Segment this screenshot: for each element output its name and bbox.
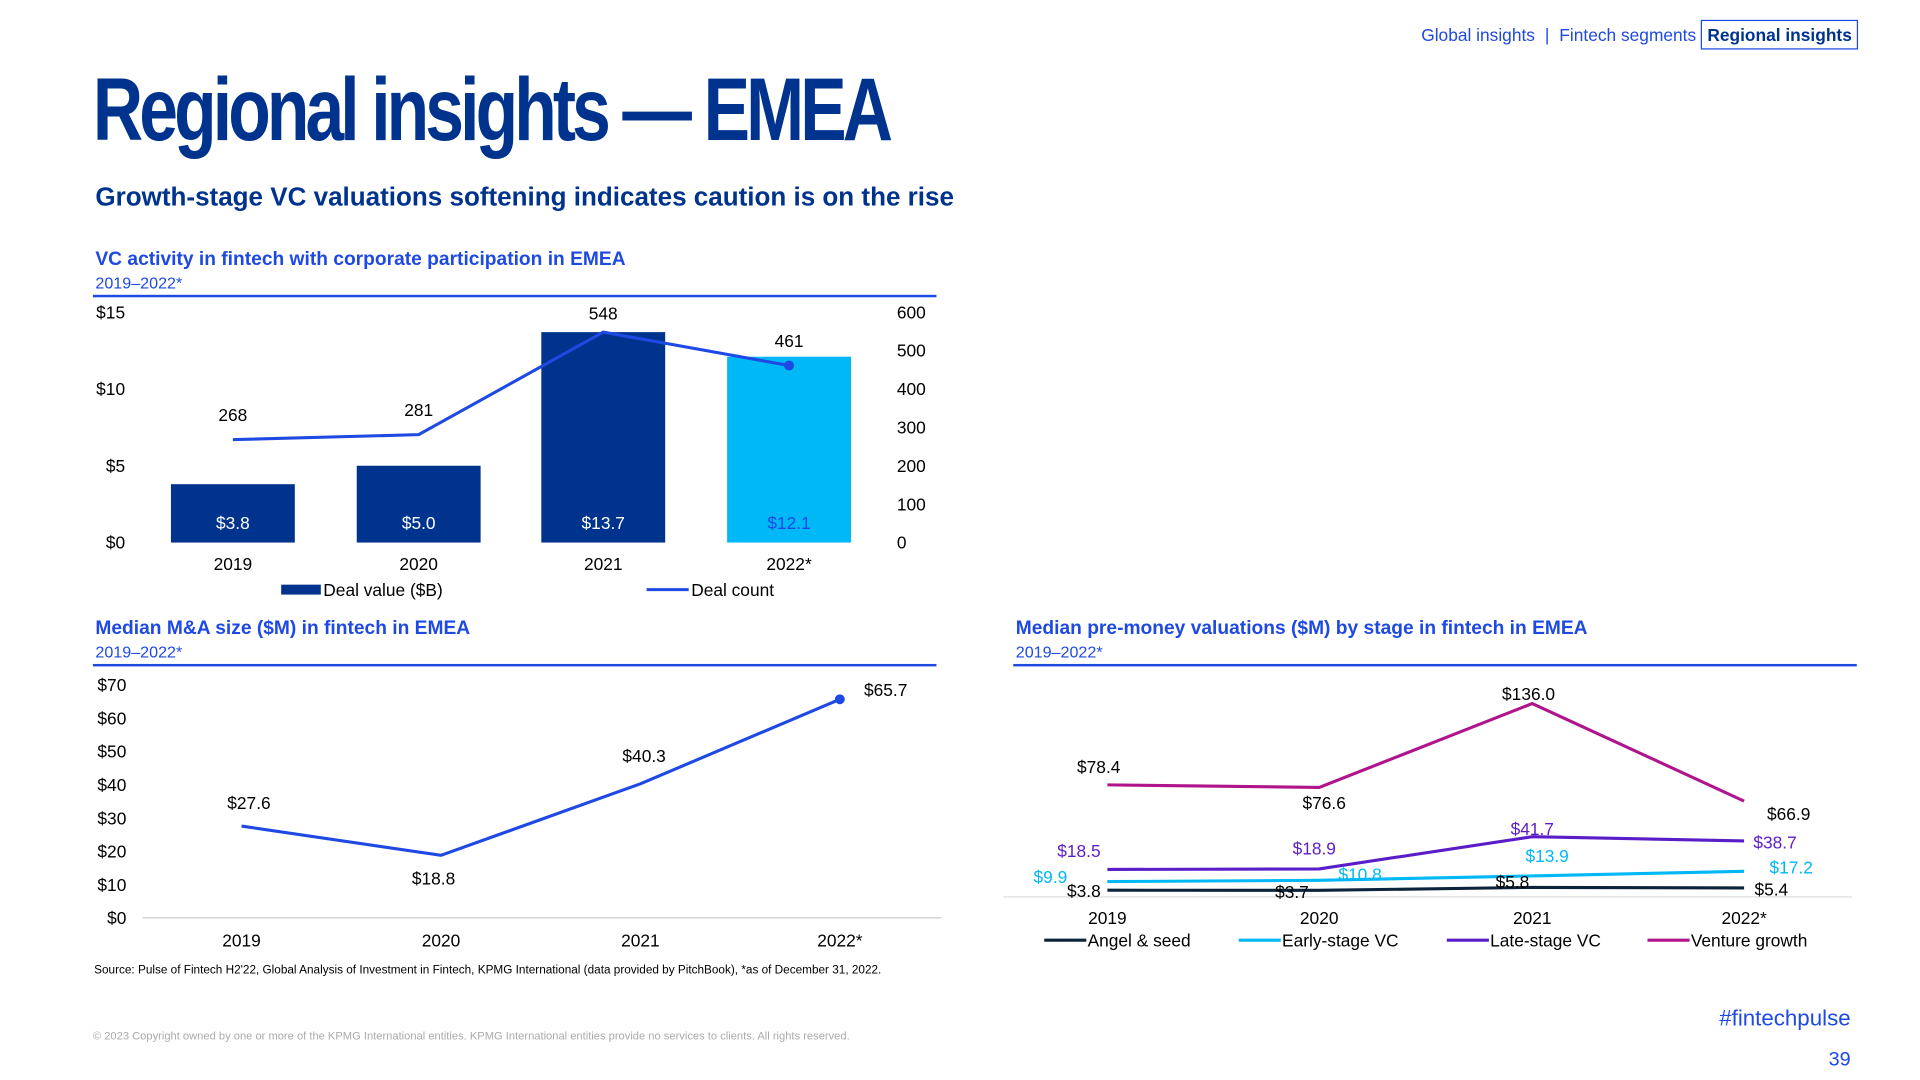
x-axis-tick: 2019 — [222, 930, 261, 950]
deal-value-label: $3.8 — [216, 513, 250, 533]
data-label: $76.6 — [1302, 793, 1345, 813]
right-axis-tick: 300 — [897, 418, 926, 438]
data-label: $41.7 — [1511, 819, 1554, 839]
x-axis-tick: 2022* — [766, 554, 812, 574]
left-axis-tick: $15 — [96, 302, 125, 322]
deal-count-label: 548 — [589, 304, 618, 324]
x-axis-tick: 2020 — [422, 930, 461, 950]
legend-label: Late-stage VC — [1490, 930, 1601, 950]
legend-label: Angel & seed — [1088, 930, 1191, 950]
x-axis-tick: 2019 — [1088, 908, 1127, 928]
deal-count-marker — [784, 360, 795, 371]
chart1-rule — [92, 294, 937, 298]
ma-size-label: $18.8 — [412, 868, 455, 888]
legend-label: Early-stage VC — [1282, 930, 1399, 950]
data-label: $18.9 — [1293, 839, 1336, 859]
x-axis-tick: 2022* — [817, 930, 863, 950]
x-axis-tick: 2022* — [1721, 908, 1767, 928]
y-axis-tick: $10 — [97, 875, 126, 895]
chart2-rule — [92, 663, 937, 667]
data-label: $136.0 — [1502, 684, 1555, 704]
data-label: $66.9 — [1767, 804, 1810, 824]
y-axis-tick: $60 — [97, 708, 126, 728]
deal-count-label: 268 — [218, 405, 247, 425]
nav-regional-insights[interactable]: Regional insights — [1701, 19, 1859, 50]
chart1-title: VC activity in fintech with corporate pa… — [95, 248, 626, 271]
right-axis-tick: 400 — [897, 379, 926, 399]
ma-size-line — [241, 697, 841, 857]
x-axis-tick: 2020 — [1300, 908, 1339, 928]
chart3-years: 2019–2022* — [1015, 642, 1103, 662]
x-axis-tick: 2021 — [584, 554, 623, 574]
deal-value-bar — [541, 332, 666, 543]
ma-size-label: $65.7 — [864, 680, 907, 700]
x-axis-tick: 2021 — [621, 930, 660, 950]
data-label: $18.5 — [1057, 841, 1100, 861]
deal-count-label: 281 — [404, 400, 433, 420]
data-label: $38.7 — [1753, 833, 1796, 853]
chart2-title: Median M&A size ($M) in fintech in EMEA — [95, 618, 471, 640]
legend-deal-value: Deal value ($B) — [323, 580, 442, 600]
y-axis-tick: $0 — [107, 908, 126, 928]
deal-value-label: $13.7 — [582, 513, 625, 533]
y-axis-tick: $50 — [97, 742, 126, 762]
deal-count-label: 461 — [775, 331, 804, 351]
chart3-title: Median pre-money valuations ($M) by stag… — [1015, 618, 1588, 640]
deal-value-bar — [356, 465, 481, 543]
data-label: $3.8 — [1067, 881, 1101, 901]
copyright: © 2023 Copyright owned by one or more of… — [92, 1029, 850, 1042]
x-axis-tick: 2020 — [399, 554, 438, 574]
left-axis-tick: $10 — [96, 379, 125, 399]
left-axis-tick: $5 — [106, 456, 125, 476]
source-note: Source: Pulse of Fintech H2'22, Global A… — [94, 963, 882, 978]
data-label: $9.9 — [1034, 867, 1068, 887]
page-title: Regional insights — EMEA — [92, 60, 893, 160]
right-axis-tick: 0 — [897, 533, 907, 553]
y-axis-tick: $30 — [97, 808, 126, 828]
nav-separator: | — [1544, 24, 1550, 45]
chart1-years: 2019–2022* — [95, 273, 183, 293]
chart3-rule — [1013, 663, 1857, 667]
ma-size-label: $27.6 — [227, 793, 270, 813]
data-label: $10.8 — [1338, 865, 1381, 885]
right-axis-tick: 600 — [897, 302, 926, 322]
series-line-late-stage-vc — [1107, 835, 1745, 872]
data-label: $3.7 — [1275, 882, 1309, 902]
series-line-venture-growth — [1107, 701, 1745, 803]
series-line-early-stage-vc — [1107, 869, 1745, 884]
deal-value-bar — [170, 484, 295, 543]
chart2-years: 2019–2022* — [95, 642, 183, 662]
legend-label: Venture growth — [1691, 930, 1808, 950]
y-axis-tick: $20 — [97, 842, 126, 862]
deal-value-label: $12.1 — [767, 513, 810, 533]
legend-deal-count: Deal count — [691, 580, 774, 600]
deal-value-label: $5.0 — [402, 513, 436, 533]
hashtag: #fintechpulse — [1719, 1005, 1851, 1031]
data-label: $5.4 — [1754, 880, 1788, 900]
data-label: $78.4 — [1077, 757, 1121, 777]
data-label: $17.2 — [1769, 857, 1812, 877]
right-axis-tick: 200 — [897, 456, 926, 476]
ma-size-label: $40.3 — [622, 746, 665, 766]
nav-global-insights[interactable]: Global insights — [1421, 24, 1535, 45]
nav-fintech-segments[interactable]: Fintech segments — [1559, 24, 1697, 45]
x-axis-tick: 2021 — [1513, 908, 1552, 928]
series-line-angel-seed — [1107, 885, 1745, 892]
y-axis-tick: $40 — [97, 775, 126, 795]
right-axis-tick: 100 — [897, 494, 926, 514]
legend-swatch-deal-value — [281, 584, 321, 595]
deal-count-line — [232, 330, 790, 442]
data-label: $13.9 — [1525, 846, 1568, 866]
section-nav: Global insights | Fintech segments Regio… — [1416, 19, 1859, 50]
right-axis-tick: 500 — [897, 341, 926, 361]
page-number: 39 — [1828, 1049, 1851, 1071]
x-axis-tick: 2019 — [214, 554, 253, 574]
ma-size-marker — [834, 694, 845, 705]
page-subtitle: Growth-stage VC valuations softening ind… — [95, 183, 954, 212]
left-axis-tick: $0 — [106, 533, 125, 553]
data-label: $5.8 — [1496, 872, 1530, 892]
y-axis-tick: $70 — [97, 675, 126, 695]
deal-value-bar — [727, 356, 851, 543]
